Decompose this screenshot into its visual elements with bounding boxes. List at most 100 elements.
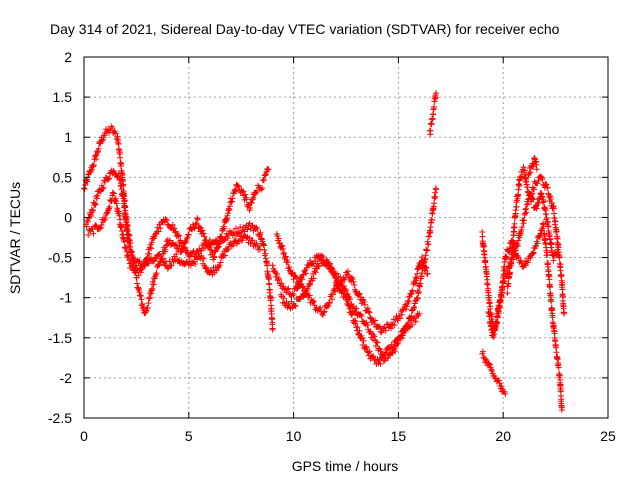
- data-point: [502, 253, 509, 260]
- data-point: [319, 312, 326, 319]
- data-point: [423, 264, 430, 271]
- data-point: [354, 324, 361, 331]
- data-point: [83, 223, 90, 230]
- data-point: [266, 286, 273, 293]
- data-point: [121, 202, 128, 209]
- data-point: [89, 162, 96, 169]
- data-point: [375, 324, 382, 331]
- data-point: [422, 252, 429, 259]
- data-point: [249, 237, 256, 244]
- data-point: [321, 308, 328, 315]
- data-point: [553, 252, 560, 259]
- data-point: [253, 240, 260, 247]
- data-point: [526, 170, 533, 177]
- data-point: [523, 209, 530, 216]
- data-point: [211, 254, 218, 261]
- data-point: [502, 390, 509, 397]
- data-point: [298, 294, 305, 301]
- data-point: [485, 360, 492, 367]
- data-point: [213, 237, 220, 244]
- y-tick-label: -0.5: [48, 250, 72, 266]
- data-point: [112, 130, 119, 137]
- data-point: [397, 315, 404, 322]
- data-point: [117, 175, 124, 182]
- data-point: [254, 226, 261, 233]
- data-point: [547, 284, 554, 291]
- data-point: [358, 313, 365, 320]
- data-point: [320, 309, 327, 316]
- data-point: [404, 297, 411, 304]
- data-point: [364, 305, 371, 312]
- data-point: [425, 241, 432, 248]
- data-point: [539, 194, 546, 201]
- data-point: [248, 199, 255, 206]
- data-point: [257, 229, 264, 236]
- data-point: [495, 310, 502, 317]
- data-point: [322, 261, 329, 268]
- data-point: [414, 295, 421, 302]
- data-point: [373, 339, 380, 346]
- data-point: [146, 244, 153, 251]
- data-point: [93, 156, 100, 163]
- data-point: [175, 233, 182, 240]
- data-point: [513, 203, 520, 210]
- data-point: [329, 296, 336, 303]
- data-point: [148, 239, 155, 246]
- data-point: [206, 236, 213, 243]
- data-point: [528, 194, 535, 201]
- data-point: [215, 240, 222, 247]
- data-point: [155, 228, 162, 235]
- data-point: [433, 186, 440, 193]
- data-point: [222, 236, 229, 243]
- data-point: [274, 270, 281, 277]
- data-point: [422, 264, 429, 271]
- data-point: [126, 240, 133, 247]
- data-point: [530, 249, 537, 256]
- data-point: [362, 343, 369, 350]
- data-point: [502, 253, 509, 260]
- data-point: [431, 200, 438, 207]
- data-point: [153, 270, 160, 277]
- data-point: [172, 241, 179, 248]
- data-point: [271, 267, 278, 274]
- data-point: [558, 396, 565, 403]
- data-point: [511, 220, 518, 227]
- data-point: [293, 274, 300, 281]
- x-tick-label: 5: [185, 428, 193, 444]
- data-point: [496, 380, 503, 387]
- data-point: [292, 303, 299, 310]
- y-axis-label: SDTVAR / TECUs: [7, 182, 23, 294]
- data-point: [520, 217, 527, 224]
- data-point: [497, 298, 504, 305]
- data-point: [302, 270, 309, 277]
- data-point: [306, 292, 313, 299]
- data-point: [299, 284, 306, 291]
- data-point: [228, 199, 235, 206]
- data-point: [121, 238, 128, 245]
- data-point: [326, 260, 333, 267]
- data-point: [356, 327, 363, 334]
- data-point: [533, 166, 540, 173]
- data-point: [217, 259, 224, 266]
- data-point: [90, 161, 97, 168]
- data-point: [431, 103, 438, 110]
- data-point: [99, 137, 106, 144]
- data-point: [274, 232, 281, 239]
- data-point: [84, 178, 91, 185]
- data-point: [326, 300, 333, 307]
- data-point: [90, 163, 97, 170]
- data-point: [291, 302, 298, 309]
- data-point: [356, 290, 363, 297]
- data-point: [494, 314, 501, 321]
- data-point: [242, 191, 249, 198]
- data-point: [225, 246, 232, 253]
- data-point: [554, 246, 561, 253]
- data-point: [262, 172, 269, 179]
- data-point: [232, 188, 239, 195]
- data-point: [358, 332, 365, 339]
- data-point: [210, 253, 217, 260]
- series-track-A: [81, 123, 272, 317]
- data-point: [396, 312, 403, 319]
- data-point: [194, 256, 201, 263]
- data-point: [494, 319, 501, 326]
